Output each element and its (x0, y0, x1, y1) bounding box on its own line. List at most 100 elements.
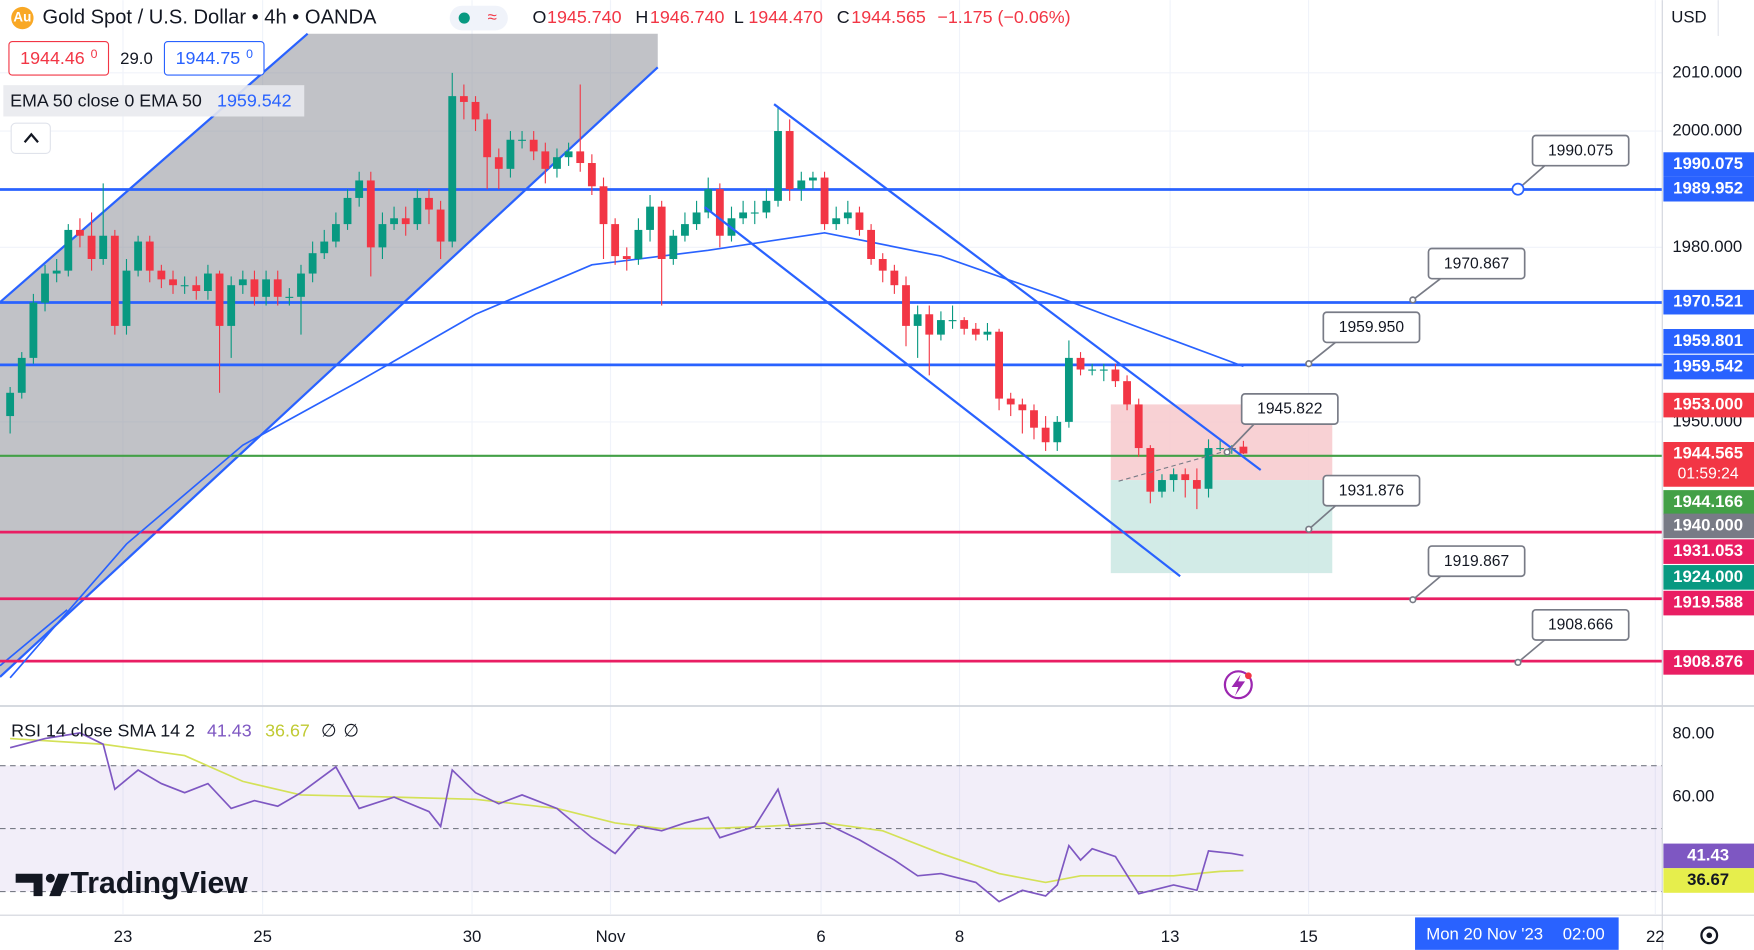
candle-body (785, 131, 794, 190)
price-tag (1663, 152, 1754, 177)
rsi-tag (1663, 868, 1754, 893)
levels (0, 188, 1663, 663)
price-tag (1663, 176, 1754, 202)
crosshair-time-label (1415, 917, 1619, 950)
brand-logo (49, 873, 70, 897)
candle-body (622, 256, 631, 260)
price-tag-label: 1990.075 (1673, 154, 1743, 173)
sell-price-small: 0 (91, 47, 98, 61)
countdown: 01:59:24 (1678, 466, 1739, 483)
callout-anchor (1223, 448, 1231, 456)
rsi-legend-extra: ∅ (343, 720, 359, 740)
ohlc-key: L (734, 7, 744, 27)
ohlc-key: C (837, 7, 850, 27)
candle-body (1146, 448, 1155, 492)
price-tag-label: 1931.053 (1673, 541, 1743, 560)
candle-body (611, 224, 620, 257)
candle-body (1204, 448, 1213, 489)
candle-body (273, 279, 282, 297)
candle-body (203, 273, 212, 291)
callout-label: 1945.822 (1257, 401, 1322, 418)
candles (6, 72, 1248, 679)
candle-body (843, 212, 852, 219)
price-tag-label: 1944.166 (1673, 492, 1743, 511)
candle-body (262, 279, 271, 297)
price-tag-label: 1919.588 (1673, 593, 1743, 612)
callout-label: 1919.867 (1444, 553, 1509, 570)
candle-body (87, 235, 96, 260)
collapse-button[interactable] (10, 122, 51, 154)
settings-button[interactable] (1700, 926, 1719, 945)
candle-body (692, 212, 701, 225)
candle-body (855, 212, 864, 230)
x-tick-label: Nov (596, 927, 626, 946)
candle-body (366, 180, 375, 248)
candle-body (1192, 480, 1201, 489)
callouts: 1990.075 1970.867 1959.950 1945.822 1931.876… (1223, 134, 1630, 667)
header: Au Gold Spot / U.S. Dollar • 4h • OANDA … (3, 0, 1719, 950)
sell-button[interactable] (8, 40, 110, 76)
candle-body (459, 96, 468, 102)
candle-body (413, 197, 422, 225)
candle-body (715, 189, 724, 236)
candle-body (436, 209, 445, 242)
rsi-tick-label: 80.00 (1672, 724, 1714, 743)
collapse-icon (23, 132, 39, 143)
candle-body (902, 285, 910, 326)
candle-body (925, 314, 934, 335)
candle-body (448, 96, 457, 242)
candle-body (157, 270, 166, 280)
candle-body (657, 206, 666, 260)
ohlc-key: O (532, 7, 546, 27)
callout-anchor (1409, 596, 1417, 604)
candle-body (471, 101, 480, 120)
callout-leader (1308, 340, 1338, 365)
callout-anchor (1305, 360, 1313, 368)
candle-body (29, 302, 38, 358)
candle-body (238, 279, 247, 286)
status-badge[interactable] (449, 5, 508, 31)
rsi-sma-line (10, 737, 1244, 884)
price-tag (1663, 329, 1754, 354)
price-tag (1663, 565, 1754, 590)
channel-line (0, 609, 68, 667)
candle-body (669, 235, 678, 260)
x-tick-label: 22 (1646, 927, 1665, 946)
candle-body (180, 285, 189, 287)
candle-body (809, 177, 817, 181)
buy-button[interactable] (163, 40, 265, 76)
callout-anchor (1305, 525, 1313, 533)
currency[interactable]: USD (1671, 7, 1706, 26)
sell-price: 1944.46 (20, 48, 85, 68)
ohlc-value: 1944.565 (851, 7, 926, 27)
callout-leader (1412, 574, 1443, 601)
buy-price: 1944.75 (176, 48, 241, 68)
crosshair-date: Mon 20 Nov '23 (1426, 925, 1543, 944)
ema-legend: EMA 50 close 0 EMA 50 (10, 91, 202, 111)
candle-body (1076, 357, 1085, 370)
brand-logo (15, 873, 43, 897)
rsi-tag (1663, 843, 1754, 869)
ema-line (9, 231, 1244, 679)
y-tick-label: 1980.000 (1672, 237, 1742, 256)
candle-body (110, 235, 119, 326)
price-tags: 1990.075 1989.952 1970.521 1959.801 1959.542… (1663, 152, 1754, 893)
candle-body (797, 180, 806, 190)
candle-body (960, 320, 969, 329)
x-tick-label: 8 (955, 927, 964, 946)
price-tag-label: 1924.000 (1673, 567, 1743, 586)
rsi-legend: RSI 14 close SMA 14 2 (11, 720, 195, 740)
delay-icon: ≈ (488, 7, 497, 26)
candle-body (6, 392, 15, 417)
candle-body (343, 197, 352, 225)
alert-icon[interactable] (1223, 670, 1253, 700)
price-tag-label: 1959.801 (1673, 331, 1743, 350)
candle-body (599, 186, 608, 225)
candle-body (948, 320, 957, 322)
candle-body (1030, 410, 1038, 428)
candle-body (518, 139, 526, 141)
candle-body (390, 218, 398, 225)
callout-label: 1908.666 (1548, 617, 1614, 634)
callout-box (1240, 393, 1339, 425)
